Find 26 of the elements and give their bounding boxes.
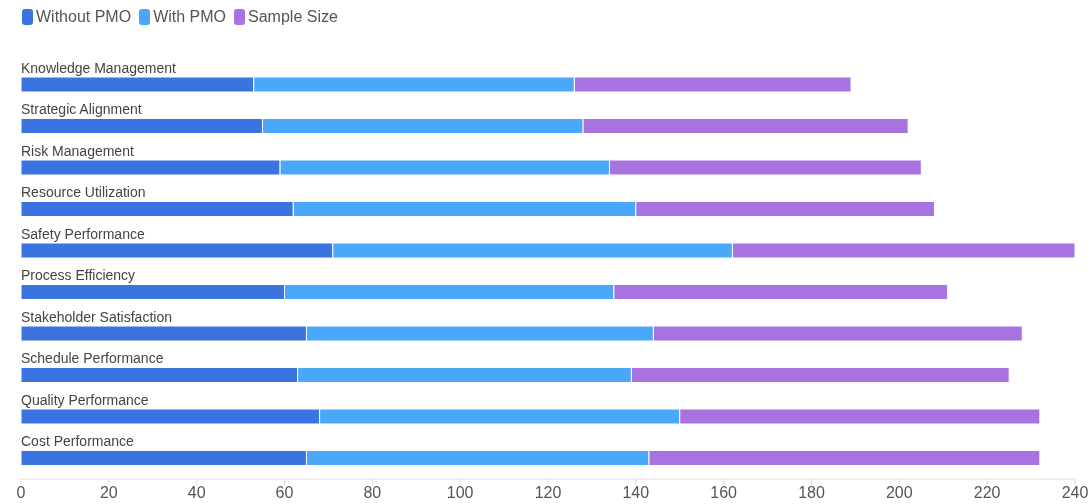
- y-tick-label: Process Efficiency: [21, 267, 136, 284]
- x-tick-label: 100: [446, 484, 474, 502]
- y-tick-label: Safety Performance: [21, 225, 145, 242]
- x-tick-label: 160: [710, 484, 738, 502]
- y-tick-label: Schedule Performance: [21, 350, 164, 367]
- y-tick-label: Cost Performance: [21, 433, 135, 450]
- x-tick-label: 40: [187, 484, 206, 502]
- y-tick-label: Resource Utilization: [21, 184, 146, 201]
- x-tick-label: 240: [1061, 484, 1089, 502]
- x-tick-label: 60: [275, 484, 294, 502]
- x-tick-label: 220: [973, 484, 1001, 502]
- y-tick-label: Knowledge Management: [21, 59, 176, 76]
- y-tick-label: Quality Performance: [21, 391, 149, 408]
- x-tick-label: 20: [99, 484, 118, 502]
- x-tick-label: 180: [798, 484, 825, 502]
- y-tick-label: Stakeholder Satisfaction: [21, 308, 172, 325]
- legend-label: Without PMO: [35, 8, 132, 26]
- legend-label: With PMO: [152, 8, 227, 26]
- legend-label: Sample Size: [247, 8, 338, 26]
- x-tick-label: 80: [363, 484, 382, 502]
- y-tick-label: Risk Management: [21, 142, 134, 159]
- x-tick-label: 140: [622, 484, 650, 502]
- x-tick-label: 0: [16, 484, 26, 502]
- x-tick-label: 120: [534, 484, 562, 502]
- y-tick-label: Strategic Alignment: [21, 101, 142, 118]
- x-tick-label: 200: [885, 484, 913, 502]
